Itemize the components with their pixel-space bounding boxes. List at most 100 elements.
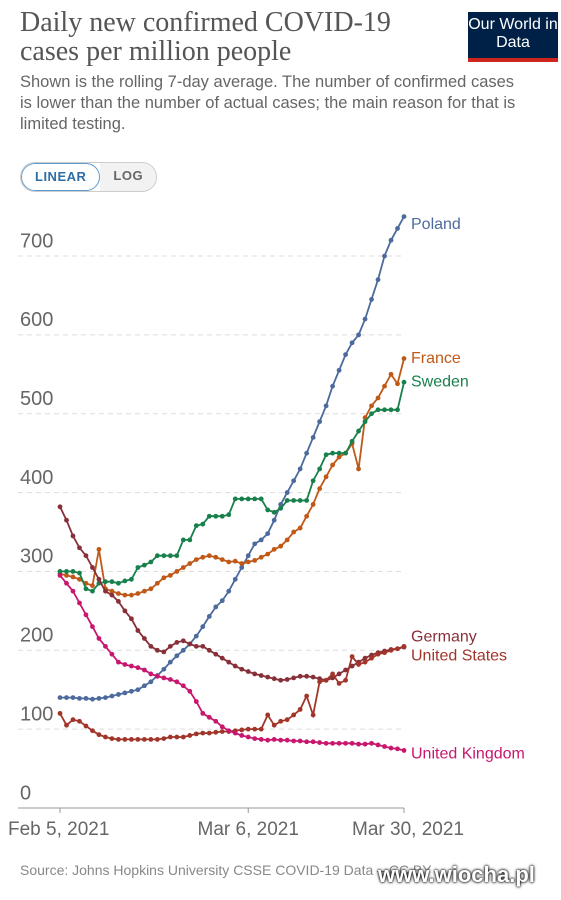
data-point <box>258 736 264 742</box>
data-point <box>258 673 264 678</box>
data-point <box>226 512 232 518</box>
data-point <box>109 592 115 598</box>
data-point <box>128 736 134 742</box>
data-point <box>161 649 167 655</box>
data-point <box>193 643 199 649</box>
data-point <box>297 498 303 503</box>
data-point <box>213 513 219 519</box>
data-point <box>330 740 336 746</box>
data-point <box>284 498 290 503</box>
data-point <box>128 616 134 622</box>
data-point <box>271 736 277 742</box>
data-point <box>284 490 290 495</box>
linear-button[interactable]: LINEAR <box>21 163 101 191</box>
data-point <box>116 591 121 596</box>
data-point <box>258 537 264 543</box>
data-point <box>317 486 323 492</box>
data-point <box>232 496 238 502</box>
series-label: United Kingdom <box>411 746 525 763</box>
data-point <box>382 383 387 389</box>
data-point <box>180 647 186 653</box>
data-point <box>174 679 180 685</box>
data-point <box>187 561 193 566</box>
data-point <box>200 554 206 560</box>
data-point <box>297 738 303 744</box>
data-point <box>271 676 277 682</box>
data-point <box>362 741 368 747</box>
data-point <box>226 659 232 665</box>
data-point <box>395 381 400 387</box>
data-point <box>77 695 82 701</box>
data-point <box>167 553 173 559</box>
data-point <box>70 533 76 539</box>
data-point <box>206 714 212 720</box>
data-point <box>239 496 245 502</box>
data-point <box>375 651 381 657</box>
data-point <box>161 736 167 742</box>
data-point <box>323 474 329 480</box>
data-point <box>265 737 271 743</box>
y-tick-label: 600 <box>20 309 53 331</box>
data-point <box>83 612 89 618</box>
data-point <box>265 551 271 557</box>
data-point <box>343 667 348 673</box>
series-label: France <box>411 350 461 367</box>
data-point <box>356 332 361 338</box>
data-point <box>297 466 303 472</box>
data-point <box>375 742 381 748</box>
log-button[interactable]: LOG <box>100 163 157 191</box>
data-point <box>304 498 310 503</box>
data-point <box>57 710 63 716</box>
data-point <box>64 695 69 701</box>
data-point <box>343 740 348 746</box>
data-point <box>122 736 128 742</box>
data-point <box>200 643 206 649</box>
data-point <box>369 403 374 409</box>
data-point <box>336 454 342 460</box>
data-point <box>232 663 238 669</box>
data-point <box>219 724 225 730</box>
data-point <box>239 561 245 566</box>
data-point <box>278 718 284 724</box>
data-point <box>349 654 355 660</box>
data-point <box>213 651 219 657</box>
data-point <box>135 591 141 596</box>
data-point <box>304 450 310 456</box>
data-point <box>245 734 251 740</box>
data-point <box>141 736 147 742</box>
data-point <box>96 695 102 701</box>
data-point <box>349 438 355 444</box>
data-point <box>193 523 199 529</box>
data-point <box>265 674 271 680</box>
logo[interactable]: Our World in Data <box>468 12 558 62</box>
data-point <box>64 517 69 523</box>
data-point <box>116 580 121 586</box>
data-point <box>330 383 336 389</box>
data-point <box>245 559 251 565</box>
series-label: Sweden <box>411 373 469 390</box>
data-point <box>77 545 82 551</box>
series-line <box>59 358 405 596</box>
data-point <box>382 407 387 413</box>
data-point <box>174 553 180 559</box>
data-point <box>167 659 173 665</box>
data-point <box>304 693 310 699</box>
data-point <box>343 352 348 357</box>
scale-toggle: LINEAR LOG <box>20 162 158 192</box>
data-point <box>122 578 128 584</box>
data-point <box>375 277 381 283</box>
data-point <box>395 226 400 231</box>
x-tick-label: Feb 5, 2021 <box>8 819 109 840</box>
data-point <box>135 736 141 742</box>
data-point <box>265 531 271 536</box>
data-point <box>388 407 394 413</box>
data-point <box>317 419 323 425</box>
data-point <box>180 683 186 689</box>
data-point <box>161 575 167 581</box>
data-point <box>161 666 167 672</box>
data-point <box>116 659 121 665</box>
data-point <box>90 624 95 630</box>
data-point <box>252 541 258 547</box>
data-point <box>90 696 95 702</box>
